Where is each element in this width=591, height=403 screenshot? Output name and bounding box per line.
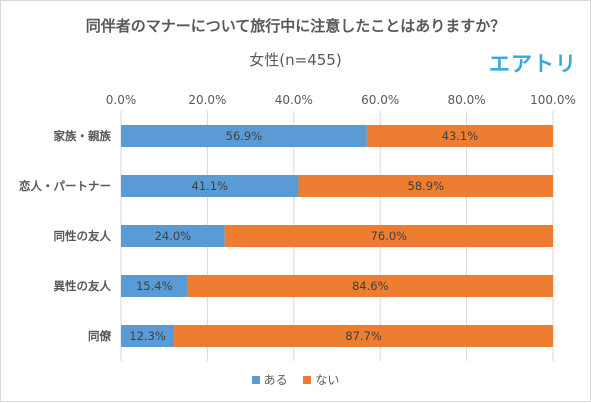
x-tick-label: 60.0% bbox=[361, 93, 399, 107]
bar-segment bbox=[121, 125, 367, 147]
legend-swatch-aru bbox=[251, 376, 260, 384]
x-tick-label: 100.0% bbox=[530, 93, 576, 107]
data-label: 24.0% bbox=[155, 229, 192, 243]
data-label: 84.6% bbox=[352, 279, 389, 293]
data-label: 12.3% bbox=[129, 329, 166, 343]
bar-segment bbox=[298, 175, 553, 197]
bar-segment bbox=[366, 125, 553, 147]
brand-logo: エアトリ bbox=[489, 52, 577, 76]
legend-item-aru: ある bbox=[251, 371, 288, 388]
data-label: 56.9% bbox=[226, 129, 263, 143]
x-tick-label: 80.0% bbox=[448, 93, 486, 107]
data-label: 43.1% bbox=[442, 129, 479, 143]
legend-swatch-nai bbox=[303, 376, 312, 384]
bar-segment bbox=[121, 175, 299, 197]
data-label: 41.1% bbox=[192, 179, 229, 193]
bar-segment bbox=[121, 325, 175, 347]
legend-label-nai: ない bbox=[315, 373, 340, 387]
bar-segment bbox=[187, 275, 553, 297]
x-tick-label: 40.0% bbox=[275, 93, 313, 107]
category-label: 同僚 bbox=[88, 329, 111, 343]
legend: ある ない bbox=[1, 371, 590, 388]
bar-segment bbox=[121, 225, 225, 247]
data-label: 58.9% bbox=[408, 179, 445, 193]
data-label: 15.4% bbox=[136, 279, 173, 293]
bar-segment bbox=[224, 225, 553, 247]
legend-label-aru: ある bbox=[263, 373, 288, 387]
category-label: 恋人・パートナー bbox=[19, 179, 111, 193]
chart-title: 同伴者のマナーについて旅行中に注意したことはありますか？ bbox=[85, 17, 506, 35]
x-tick-label: 0.0% bbox=[106, 93, 137, 107]
data-label: 76.0% bbox=[371, 229, 408, 243]
category-label: 異性の友人 bbox=[54, 279, 112, 293]
category-label: 同性の友人 bbox=[54, 229, 112, 243]
bar-segment bbox=[174, 325, 554, 347]
data-label: 87.7% bbox=[345, 329, 382, 343]
chart-subtitle: 女性(n=455) bbox=[249, 51, 342, 69]
legend-item-nai: ない bbox=[303, 371, 339, 388]
category-label: 家族・親族 bbox=[54, 129, 112, 143]
x-tick-label: 20.0% bbox=[188, 93, 226, 107]
bar-segment bbox=[121, 275, 188, 297]
